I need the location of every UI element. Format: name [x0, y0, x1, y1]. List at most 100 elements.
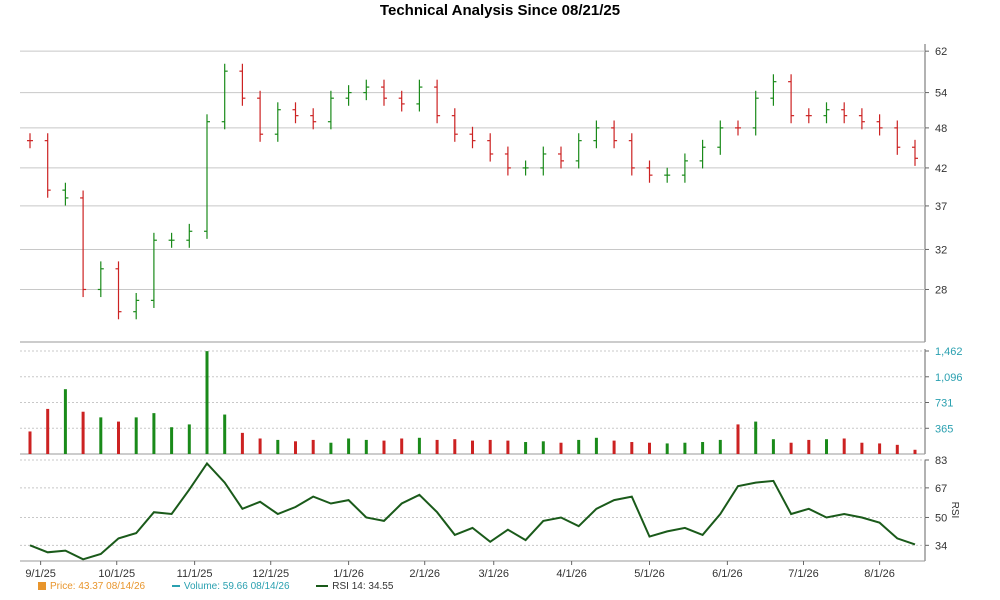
volume-bar	[736, 424, 740, 454]
volume-bar	[364, 439, 368, 454]
price-bar	[788, 74, 795, 124]
price-bar	[770, 74, 777, 106]
price-bar	[133, 292, 140, 320]
price-bar	[558, 146, 564, 169]
legend: Price: 43.37 08/14/26 Volume: 59.66 08/1…	[38, 581, 417, 592]
price-bar	[487, 133, 494, 162]
rsi-tick-label: 34	[935, 540, 947, 552]
price-bar	[628, 133, 635, 176]
volume-bar	[134, 417, 138, 454]
volume-bar	[718, 439, 722, 454]
volume-bar	[683, 442, 687, 454]
price-bar	[363, 79, 370, 101]
x-tick-label: 11/1/25	[177, 568, 213, 580]
price-bar	[150, 232, 157, 308]
rsi-line	[29, 461, 916, 561]
price-bar	[44, 133, 51, 198]
price-bar	[310, 108, 317, 130]
price-tick-label: 28	[935, 284, 947, 296]
volume-bar	[754, 421, 758, 454]
volume-tick-label: 365	[935, 423, 953, 435]
volume-bar	[435, 439, 439, 454]
volume-bar	[648, 442, 651, 454]
price-bar	[664, 167, 671, 183]
price-bar	[522, 160, 529, 176]
x-tick-label: 10/1/25	[98, 568, 135, 580]
volume-bar	[400, 438, 404, 454]
volume-bar	[771, 439, 775, 454]
price-bar	[115, 261, 122, 320]
volume-bar	[524, 442, 528, 454]
volume-bar	[223, 414, 227, 454]
volume-bar	[117, 421, 120, 454]
volume-bar	[329, 442, 333, 454]
axis-labels: 62 54 48 42 37 32 28 1,462 1,096 731 365 83 67 50 34 RS…	[25, 46, 962, 580]
volume-bar	[807, 439, 811, 454]
chart-title: Technical Analysis Since 08/21/25	[379, 2, 621, 19]
rsi-axis-label: RSI	[949, 502, 960, 519]
volume-bar	[878, 443, 882, 454]
price-bar	[451, 108, 458, 142]
volume-bar	[860, 442, 864, 454]
volume-bar	[825, 439, 828, 454]
price-bar	[204, 114, 210, 239]
volume-bar	[276, 439, 280, 454]
price-bar	[257, 90, 264, 142]
rsi-tick-label: 83	[935, 455, 947, 467]
price-bar	[823, 102, 830, 124]
volume-bar	[895, 444, 899, 454]
volume-bar	[541, 441, 545, 454]
price-bar	[416, 79, 423, 112]
price-swatch-icon	[38, 582, 46, 591]
price-bar	[80, 190, 87, 298]
volume-bar	[559, 442, 563, 454]
price-bar	[841, 102, 848, 124]
price-bar	[611, 120, 618, 149]
price-tick-label: 42	[935, 163, 947, 175]
volume-panel	[28, 351, 917, 454]
legend-volume-text: Volume: 59.66 08/14/26	[183, 581, 290, 592]
volume-bar	[701, 442, 705, 454]
price-bar	[575, 133, 582, 169]
legend-rsi-text: RSI 14: 34.55	[332, 581, 394, 592]
x-tick-label: 6/1/26	[712, 568, 743, 580]
volume-bar	[842, 438, 846, 454]
volume-bar	[471, 440, 474, 454]
volume-bar	[347, 438, 351, 454]
volume-bar	[99, 417, 103, 454]
volume-tick-label: 731	[935, 398, 953, 410]
volume-bar	[187, 424, 191, 454]
volume-bar	[258, 438, 262, 454]
price-tick-label: 54	[935, 88, 947, 100]
price-bar	[186, 223, 193, 248]
x-tick-label: 2/1/26	[409, 568, 440, 580]
x-tick-label: 3/1/26	[478, 568, 509, 580]
price-bar	[858, 108, 865, 130]
volume-bar	[63, 389, 67, 454]
price-bar	[593, 120, 600, 149]
volume-bar	[294, 441, 297, 454]
volume-swatch-icon	[171, 585, 180, 588]
price-bar	[62, 182, 69, 206]
volume-bar	[665, 443, 669, 454]
volume-tick-label: 1,462	[935, 346, 963, 358]
price-tick-label: 48	[935, 123, 947, 135]
price-tick-label: 37	[935, 201, 947, 213]
volume-bar	[382, 440, 386, 454]
price-bar	[646, 160, 653, 183]
legend-price-text: Price: 43.37 08/14/26	[50, 581, 146, 592]
x-tick-label: 7/1/26	[788, 568, 819, 580]
volume-bar	[488, 439, 492, 454]
price-bar	[434, 79, 441, 124]
volume-bar	[28, 431, 32, 454]
price-bar	[168, 232, 175, 248]
x-tick-label: 5/1/26	[634, 568, 665, 580]
volume-bar	[789, 442, 793, 454]
volume-bar	[311, 439, 315, 454]
volume-bar	[506, 440, 510, 454]
price-bar	[398, 90, 405, 112]
x-tick-label: 9/1/25	[25, 568, 56, 580]
rsi-tick-label: 50	[935, 512, 947, 524]
volume-bar	[417, 437, 421, 454]
